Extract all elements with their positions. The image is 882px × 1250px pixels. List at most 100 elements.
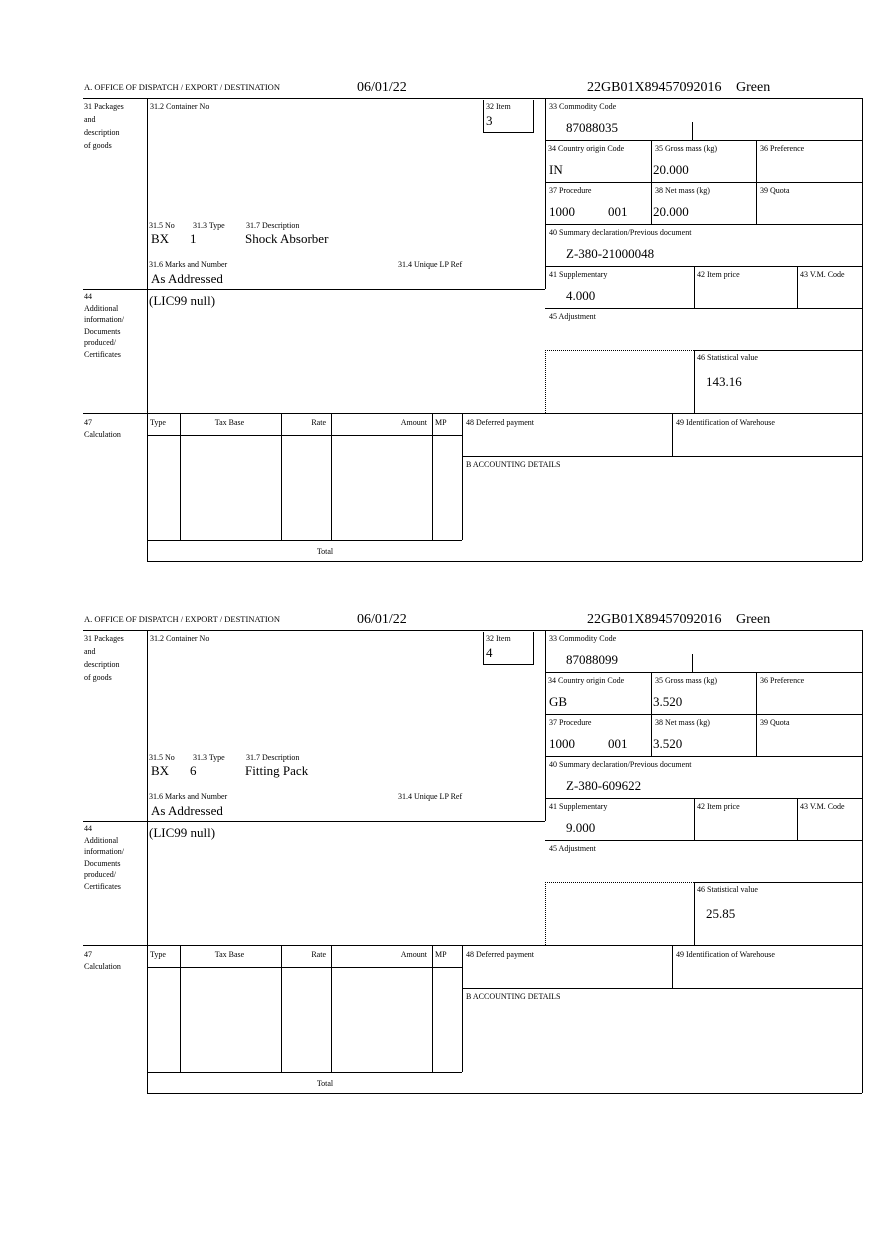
warehouse-label: 49 Identification of Warehouse: [676, 950, 775, 959]
rule: [180, 413, 181, 540]
office-heading: A. OFFICE OF DISPATCH / EXPORT / DESTINA…: [84, 82, 280, 92]
packages-label: of goods: [84, 141, 112, 150]
calc-column-header: Tax Base: [214, 950, 245, 959]
calc-column-header: Type: [150, 950, 166, 959]
commodity-code: 87088099: [566, 652, 618, 667]
summary-document: Z-380-609622: [566, 778, 642, 793]
statistical-value: 143.16: [706, 374, 742, 389]
packages-label: 31 Packages: [84, 102, 124, 111]
package-no-label: 31.5 No: [149, 221, 175, 230]
rule: [694, 882, 695, 945]
package-kind: BX: [151, 231, 170, 246]
gross-mass: 3.520: [653, 694, 683, 709]
procedure-additional: 001: [608, 204, 628, 219]
procedure-code: 1000: [549, 204, 575, 219]
rule: [483, 132, 534, 133]
item-price-label: 42 Item price: [697, 270, 740, 279]
rule: [281, 945, 282, 1072]
packages-label: description: [84, 128, 120, 137]
rule: [672, 945, 673, 988]
procedure-additional: 001: [608, 736, 628, 751]
rule: [545, 672, 862, 673]
additional-info-label: 44: [84, 824, 92, 833]
additional-info-label: information/: [84, 847, 124, 856]
statistical-label: 46 Statistical value: [697, 885, 758, 894]
commodity-label: 33 Commodity Code: [549, 634, 617, 643]
rule: [533, 100, 534, 132]
packages-label: description: [84, 660, 120, 669]
item-label: 32 Item: [486, 102, 511, 111]
rule: [694, 350, 862, 351]
rule: [462, 945, 463, 1072]
deferred-payment-label: 48 Deferred payment: [466, 950, 534, 959]
total-label: Total: [316, 547, 334, 556]
item-price-label: 42 Item price: [697, 802, 740, 811]
rule: [83, 413, 862, 414]
goods-description: Fitting Pack: [245, 763, 309, 778]
additional-info-value: (LIC99 null): [149, 825, 216, 840]
country-origin: IN: [549, 162, 563, 177]
procedure-label: 37 Procedure: [549, 718, 592, 727]
rule: [432, 413, 433, 540]
rule: [147, 540, 462, 541]
container-no-label: 31.2 Container No: [150, 634, 210, 643]
rule: [797, 266, 798, 308]
rule: [545, 98, 546, 289]
additional-info-label: Certificates: [84, 881, 121, 891]
vm-code-label: 43 V.M. Code: [800, 802, 845, 811]
rule: [692, 654, 693, 672]
calc-column-header: Type: [150, 418, 166, 427]
rule: [83, 630, 862, 631]
rule: [694, 266, 695, 308]
item-declaration-block: A. OFFICE OF DISPATCH / EXPORT / DESTINA…: [0, 612, 882, 1112]
procedure-label: 37 Procedure: [549, 186, 592, 195]
rule: [483, 100, 484, 132]
declaration-date: 06/01/22: [357, 612, 407, 627]
additional-info-label: Documents: [84, 326, 121, 336]
additional-info-label: produced/: [84, 338, 116, 347]
package-kind: BX: [151, 763, 170, 778]
gross-mass-label: 35 Gross mass (kg): [655, 676, 717, 685]
supplementary-value: 9.000: [566, 820, 596, 835]
rule: [331, 945, 332, 1072]
rule: [694, 882, 862, 883]
country-label: 34 Country origin Code: [548, 676, 625, 685]
total-label: Total: [316, 1079, 334, 1088]
preference-label: 36 Preference: [760, 144, 805, 153]
goods-description: Shock Absorber: [245, 231, 329, 246]
calculation-label: 47: [84, 950, 92, 959]
packages-label: and: [84, 115, 96, 124]
marks-label: 31.6 Marks and Number: [149, 792, 228, 801]
rule: [545, 798, 862, 799]
package-type-label: 31.3 Type: [193, 221, 225, 230]
net-mass-label: 38 Net mass (kg): [655, 186, 710, 195]
rule: [147, 967, 462, 968]
declaration-reference: 22GB01X89457092016: [587, 80, 722, 95]
rule: [281, 413, 282, 540]
declaration-date: 06/01/22: [357, 80, 407, 95]
rule: [331, 413, 332, 540]
statistical-value: 25.85: [706, 906, 736, 921]
additional-info-label: 44: [84, 292, 92, 301]
supplementary-label: 41 Supplementary: [549, 802, 608, 811]
rule: [483, 632, 484, 664]
rule: [694, 350, 695, 413]
dotted-rule: [545, 350, 546, 413]
container-no-label: 31.2 Container No: [150, 102, 210, 111]
rule: [83, 945, 862, 946]
route-status: Green: [736, 612, 771, 627]
calc-column-header: Amount: [400, 950, 427, 959]
country-label: 34 Country origin Code: [548, 144, 625, 153]
deferred-payment-label: 48 Deferred payment: [466, 418, 534, 427]
dotted-rule: [545, 882, 546, 945]
rule: [147, 1093, 862, 1094]
warehouse-label: 49 Identification of Warehouse: [676, 418, 775, 427]
rule: [862, 630, 863, 1093]
package-type-label: 31.3 Type: [193, 753, 225, 762]
supplementary-value: 4.000: [566, 288, 596, 303]
rule: [545, 308, 862, 309]
rule: [147, 98, 148, 561]
procedure-code: 1000: [549, 736, 575, 751]
unique-lp-label: 31.4 Unique LP Ref: [398, 260, 463, 269]
rule: [483, 664, 534, 665]
